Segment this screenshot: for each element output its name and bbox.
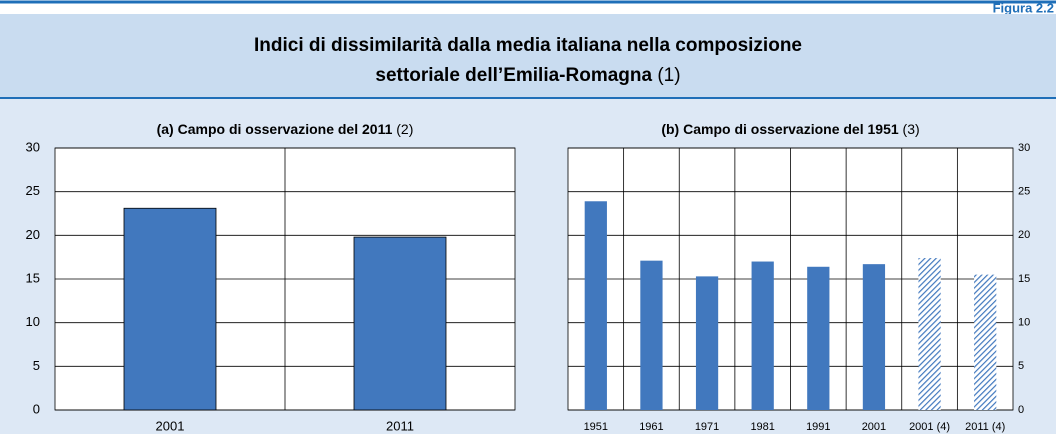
title-line: settoriale dell’Emilia-Romagna (1) bbox=[375, 65, 680, 86]
subtitle-note: (3) bbox=[903, 121, 920, 137]
x-tick-label: 1951 bbox=[584, 421, 608, 433]
y-tick-label: 10 bbox=[1018, 317, 1030, 329]
title-line: Indici di dissimilarità dalla media ital… bbox=[254, 35, 802, 56]
y-tick-label: 25 bbox=[26, 183, 40, 198]
bar bbox=[695, 276, 719, 410]
y-tick-label: 0 bbox=[1018, 404, 1024, 416]
bar bbox=[918, 258, 941, 410]
y-tick-label: 20 bbox=[26, 227, 40, 242]
x-tick-label: 2001 bbox=[156, 418, 185, 433]
bar bbox=[123, 207, 217, 411]
subtitle: (a) Campo di osservazione del 2011 (2) bbox=[157, 121, 414, 137]
x-tick-label: 2001 bbox=[862, 421, 886, 433]
y-tick-label: 5 bbox=[1018, 360, 1024, 372]
bar bbox=[807, 266, 830, 410]
subtitle-text: (a) Campo di osservazione del 2011 bbox=[157, 121, 393, 137]
x-tick-label: 1991 bbox=[806, 421, 830, 433]
y-tick-label: 0 bbox=[33, 401, 40, 416]
y-tick-label: 20 bbox=[1018, 229, 1030, 241]
subtitle-text: (b) Campo di osservazione del 1951 bbox=[661, 121, 899, 137]
y-tick-label: 30 bbox=[26, 139, 40, 154]
y-tick-label: 15 bbox=[26, 270, 40, 285]
y-tick-label: 30 bbox=[1018, 142, 1030, 154]
bar bbox=[751, 261, 774, 410]
plot-border bbox=[54, 147, 516, 411]
x-tick-label: 2011 (4) bbox=[965, 421, 1005, 433]
y-tick-label: 5 bbox=[33, 358, 40, 373]
x-tick-label: 2011 bbox=[386, 418, 414, 433]
y-tick-label: 10 bbox=[26, 314, 40, 329]
x-tick-label: 1981 bbox=[750, 421, 774, 433]
y-tick-label: 15 bbox=[1018, 273, 1030, 285]
x-tick-label: 1971 bbox=[695, 421, 719, 433]
title-note: (1) bbox=[657, 65, 680, 86]
y-tick-label: 25 bbox=[1018, 186, 1030, 198]
subtitle: (b) Campo di osservazione del 1951 (3) bbox=[661, 121, 919, 137]
bar bbox=[862, 264, 886, 410]
bar bbox=[584, 201, 607, 410]
bar bbox=[974, 274, 997, 410]
bar bbox=[640, 260, 663, 410]
plot-border bbox=[567, 147, 1014, 411]
title-text: settoriale dell’Emilia-Romagna bbox=[375, 65, 652, 86]
x-tick-label: 2001 (4) bbox=[909, 421, 950, 433]
title-band bbox=[0, 14, 1056, 98]
figure-label: Figura 2.2 bbox=[993, 0, 1054, 15]
x-tick-label: 1961 bbox=[639, 421, 663, 433]
subtitle-note: (2) bbox=[396, 121, 413, 137]
bar bbox=[353, 236, 447, 411]
